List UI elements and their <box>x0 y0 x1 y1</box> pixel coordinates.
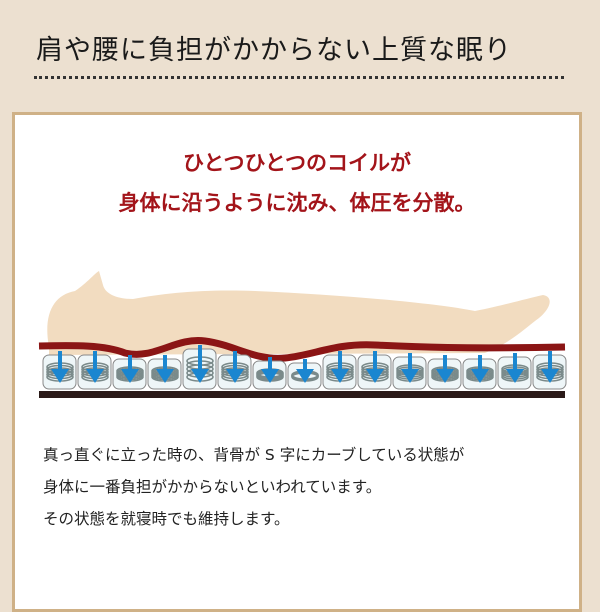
arrow-head-icon <box>226 369 244 383</box>
pocket-coil <box>42 351 77 390</box>
lead-line-2: 身体に沿うように沈み、体圧を分散。 <box>118 191 476 215</box>
arrow-head-icon <box>541 369 559 383</box>
pocket-coil <box>427 355 462 390</box>
arrow-head-icon <box>191 369 209 383</box>
pocket-coil <box>287 359 322 390</box>
body-text-line-1: 真っ直ぐに立った時の、背骨が S 字にカーブしている状態が <box>43 446 465 464</box>
arrow-head-icon <box>156 369 174 383</box>
title-divider <box>34 76 564 79</box>
body-text-line-3: その状態を就寝時でも維持します。 <box>43 510 290 528</box>
arrow-head-icon <box>506 369 524 383</box>
body-silhouette <box>47 271 550 355</box>
pocket-coil <box>182 345 217 390</box>
pocket-coil <box>532 351 567 390</box>
mattress-top-layer <box>38 337 566 362</box>
pocket-coil <box>252 357 287 390</box>
pocket-coil <box>357 351 392 390</box>
arrow-head-icon <box>51 369 69 383</box>
pocket-coil <box>497 353 532 390</box>
pocket-coil <box>392 353 427 390</box>
lead-line-1: ひとつひとつのコイルが <box>182 151 412 175</box>
arrow-head-icon <box>331 369 349 383</box>
pocket-coil <box>147 355 182 390</box>
body-text-line-2: 身体に一番負担がかからないといわれています。 <box>43 478 382 496</box>
pocket-coil <box>77 351 112 390</box>
pocket-coil <box>462 355 497 390</box>
pocket-coil <box>322 351 357 390</box>
arrow-head-icon <box>86 369 104 383</box>
arrow-head-icon <box>366 369 384 383</box>
arrow-head-icon <box>121 369 139 383</box>
mattress-illustration <box>38 271 567 398</box>
arrow-head-icon <box>436 369 454 383</box>
arrow-head-icon <box>401 369 419 383</box>
arrow-head-icon <box>261 369 279 383</box>
pocket-coil <box>217 351 252 390</box>
pocket-coil <box>112 355 147 390</box>
mattress-base <box>39 391 565 398</box>
arrow-head-icon <box>471 369 489 383</box>
content-card: ひとつひとつのコイルが 身体に沿うように沈み、体圧を分散。 真っ直ぐに立った時の… <box>12 112 582 612</box>
page-title: 肩や腰に負担がかからない上質な眠り <box>36 35 512 66</box>
arrow-head-icon <box>296 369 314 383</box>
